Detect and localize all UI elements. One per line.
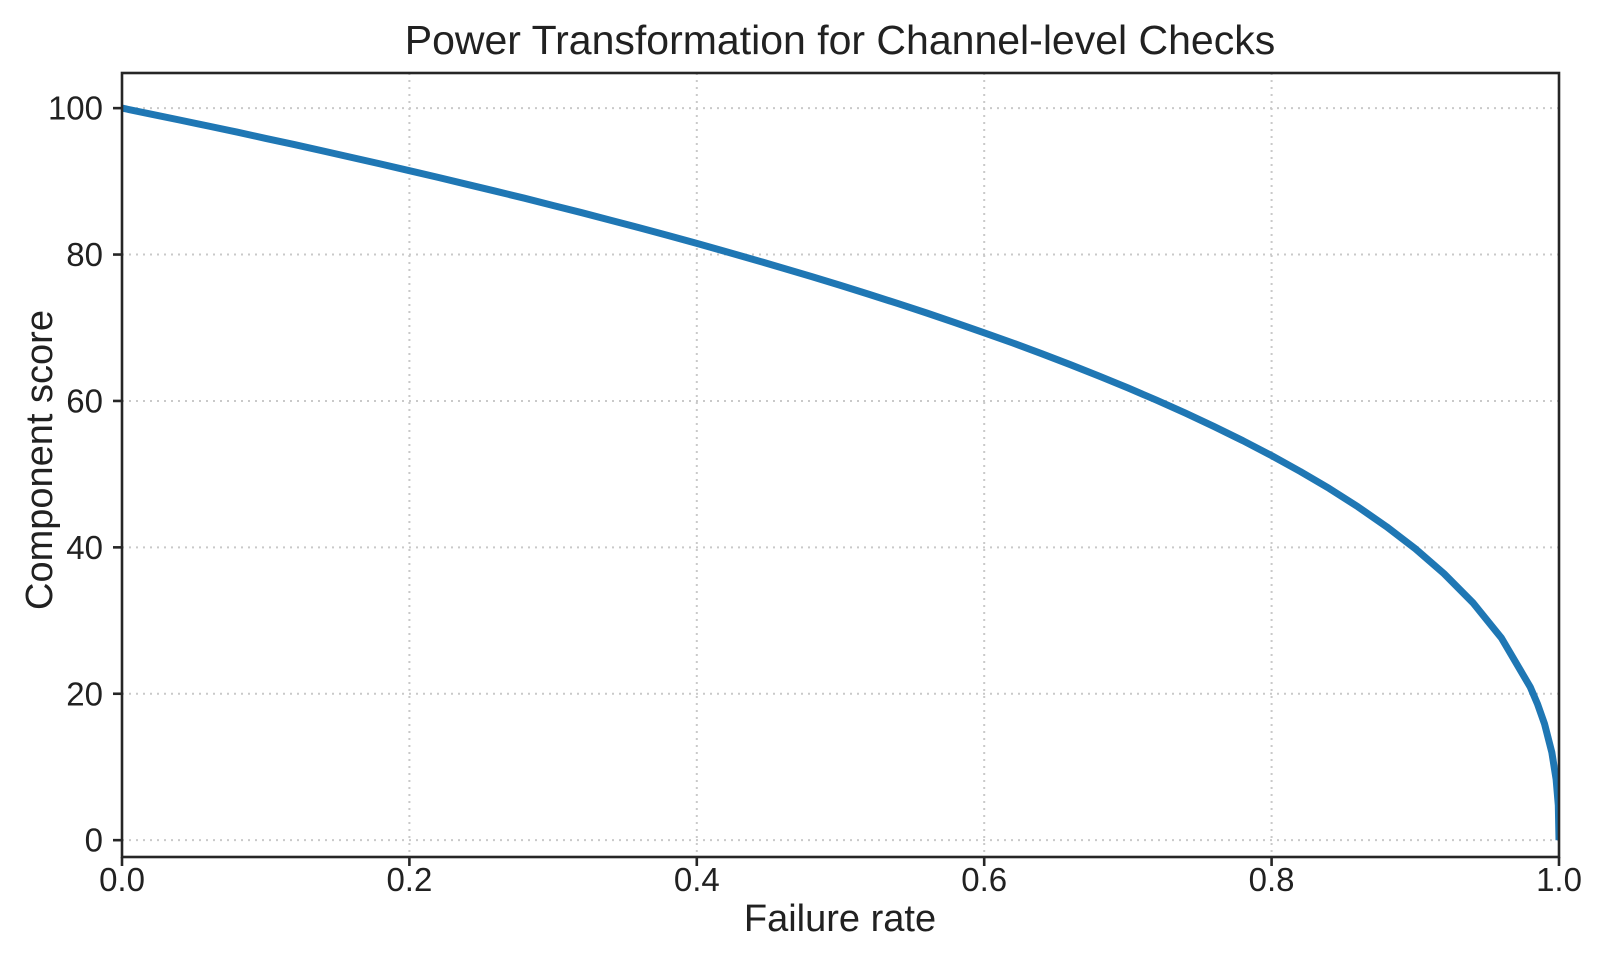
x-tick-label: 0.6 (961, 861, 1007, 898)
x-axis-tick-labels: 0.0 0.2 0.4 0.6 0.8 1.0 (99, 861, 1582, 898)
x-tick-label: 0.0 (99, 861, 145, 898)
y-tick-label: 40 (66, 529, 103, 566)
y-tick-label: 60 (66, 382, 103, 419)
y-gridlines (122, 107, 1559, 842)
x-tick-label: 0.8 (1249, 861, 1295, 898)
x-tick-label: 1.0 (1536, 861, 1582, 898)
x-axis-ticks (120, 857, 1561, 866)
y-tick-label: 20 (66, 675, 103, 712)
chart-title: Power Transformation for Channel-level C… (405, 17, 1276, 63)
component-score-curve-path (122, 104, 1559, 841)
y-tick-label: 100 (48, 90, 103, 127)
y-axis-label: Component score (19, 310, 61, 610)
y-axis-ticks (113, 106, 122, 842)
x-axis-label: Failure rate (744, 898, 936, 940)
y-tick-label: 80 (66, 236, 103, 273)
x-tick-label: 0.4 (674, 861, 720, 898)
y-axis-tick-labels: 0 20 40 60 80 100 (48, 90, 103, 859)
plot-area-border (120, 71, 1561, 859)
x-gridlines (121, 73, 1560, 857)
series-lines (122, 104, 1559, 841)
x-tick-label: 0.2 (386, 861, 432, 898)
y-tick-label: 0 (85, 822, 103, 859)
